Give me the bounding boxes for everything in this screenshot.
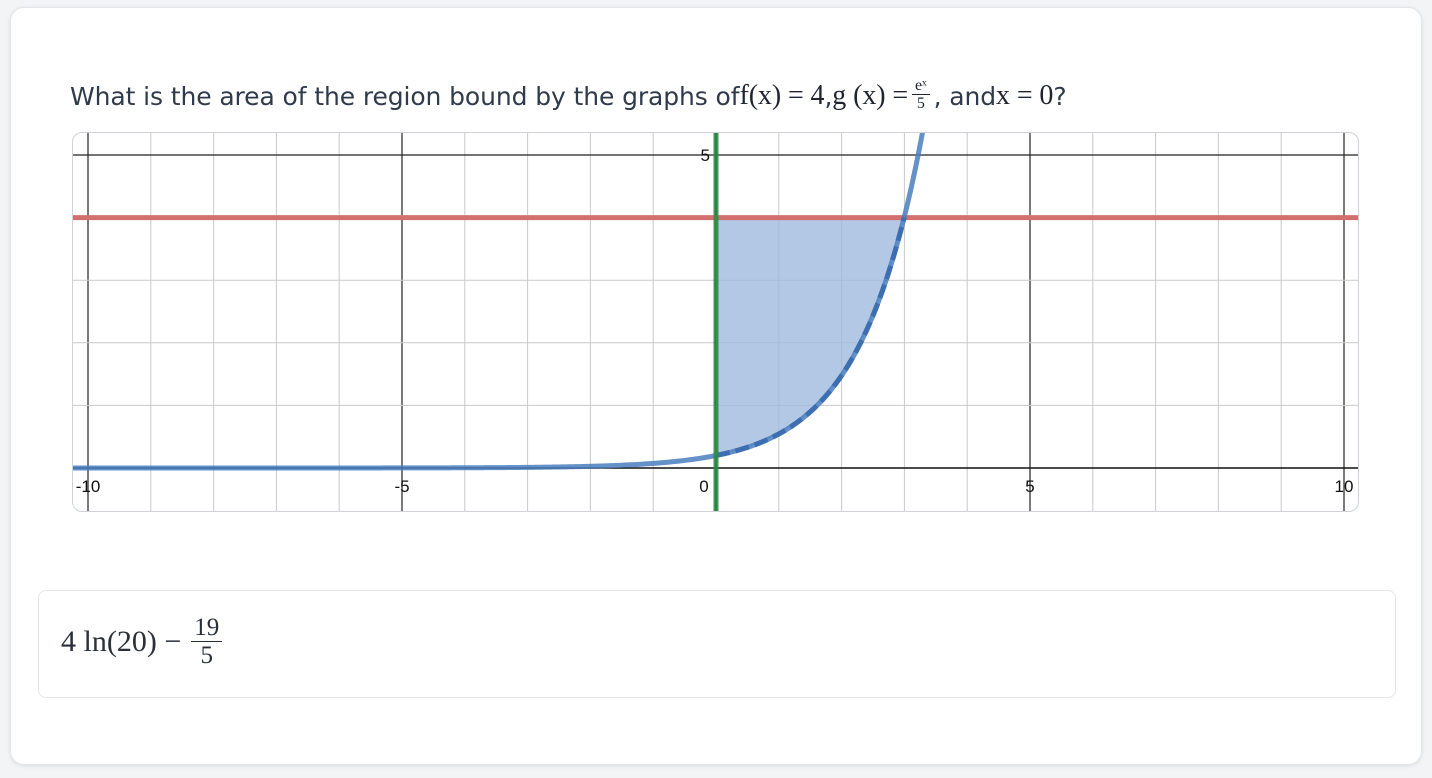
answer-left: 4 ln(20) − xyxy=(61,625,182,658)
answer-fraction: 19 5 xyxy=(191,614,223,669)
f-expression: f(x) = 4 xyxy=(739,80,825,111)
x-expression: x = 0 xyxy=(996,80,1054,111)
question-text: What is the area of the region bound by … xyxy=(70,76,1067,116)
x-tick-label: -5 xyxy=(394,477,409,496)
question-prefix: What is the area of the region bound by … xyxy=(70,81,740,111)
x-tick-label: 5 xyxy=(1025,477,1034,496)
question-separator: , xyxy=(824,81,833,111)
graph-svg: -10 -5 0 5 10 5 xyxy=(73,133,1358,511)
tick-labels: -10 -5 0 5 10 5 xyxy=(76,146,1354,496)
shaded-region-layer xyxy=(716,217,905,456)
g-expression-left: g (x) = xyxy=(832,80,909,111)
question-suffix: ? xyxy=(1053,81,1067,111)
answer-numerator: 19 xyxy=(191,614,223,642)
x-tick-label: -10 xyxy=(76,477,101,496)
answer-option[interactable] xyxy=(38,590,1396,698)
graph[interactable]: -10 -5 0 5 10 5 xyxy=(72,132,1359,512)
g-fraction: eˣ 5 xyxy=(912,77,930,112)
curves xyxy=(73,133,1358,511)
g-numerator: eˣ xyxy=(912,77,930,95)
question-and: , and xyxy=(933,81,997,111)
x-tick-label: 0 xyxy=(699,477,708,496)
g-denominator: 5 xyxy=(916,94,925,112)
x-tick-label: 10 xyxy=(1335,477,1354,496)
answer-denominator: 5 xyxy=(200,641,213,669)
y-tick-label: 5 xyxy=(701,146,710,165)
answer-text[interactable]: 4 ln(20) − 19 5 xyxy=(61,612,226,672)
shaded-area xyxy=(716,217,905,456)
shade-boundary-dashed xyxy=(715,216,907,458)
